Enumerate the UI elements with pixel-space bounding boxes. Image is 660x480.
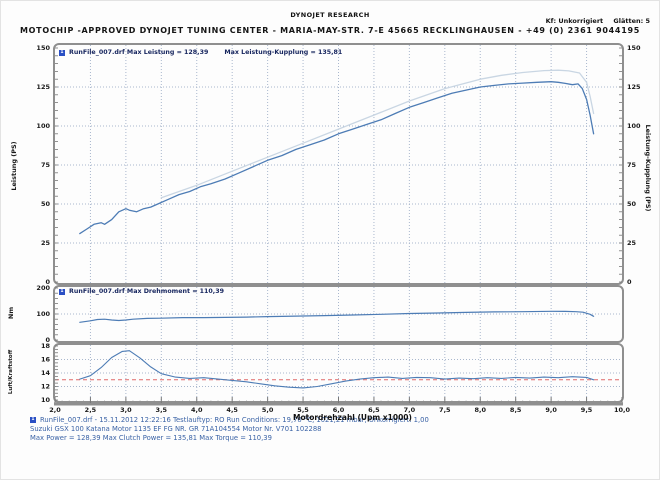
footer-vehicle-info: Suzuki GSX 100 Katana Motor 1135 EF FG N… [30,425,322,433]
svg-text:100: 100 [627,122,641,130]
power-legend-max-power: RunFile_007.drf Max Leistung = 128,39 [69,49,209,56]
air-fuel-ratio-y-ticks: 10 12 14 16 18 [41,342,58,404]
vehicle-info-text: Suzuki GSX 100 Katana Motor 1135 EF FG N… [30,425,322,433]
svg-text:7,5: 7,5 [439,406,451,414]
power-axis-label-right: Leistung-Kupplung (PS) [644,124,652,212]
power-panel-frame [53,43,624,285]
correction-mode-label: Kf: Unkorrigiert [545,17,604,25]
smoothing-label: Glätten: 5 [613,17,650,25]
torque-legend-max-torque: RunFile_007.drf Max Drehmoment = 110,39 [69,288,224,295]
run-marker-icon: 1 [30,417,36,423]
svg-text:9,5: 9,5 [581,406,593,414]
svg-text:200: 200 [36,284,50,292]
torque-y-ticks: 0 100 200 [36,284,58,344]
svg-text:100: 100 [36,122,50,130]
power-axis-label-left: Leistung (PS) [10,141,18,191]
svg-text:75: 75 [41,161,51,169]
max-values-text: Max Power = 128,39 Max Clutch Power = 13… [30,434,272,442]
svg-text:25: 25 [41,239,51,247]
svg-text:10,0: 10,0 [614,406,631,414]
footer-max-values: Max Power = 128,39 Max Clutch Power = 13… [30,434,272,442]
svg-text:150: 150 [36,44,50,52]
svg-text:125: 125 [36,83,50,91]
svg-text:10: 10 [41,396,51,404]
power-y-ticks: 0 0 25 25 50 50 75 75 100 100 125 125 150 150 [36,44,641,286]
footer-run-info: 1 RunFile_007.drf - 15.11.2012 12:22:16 … [30,416,429,424]
air-fuel-axis-label: Luft/Kraftstoff [8,349,14,395]
svg-text:5,5: 5,5 [297,406,309,414]
svg-text:8,5: 8,5 [510,406,522,414]
header-address: MOTOCHIP -APPROVED DYNOJET TUNING CENTER… [20,26,640,35]
svg-text:125: 125 [627,83,641,91]
power-curve-leistung-ps- [79,81,595,235]
air-fuel-ratio-grid [55,345,622,401]
svg-text:50: 50 [41,200,51,208]
svg-text:75: 75 [627,161,637,169]
power-chart-legend: 1 RunFile_007.drf Max Leistung = 128,39 … [59,49,342,56]
header-brand: DYNOJET RESEARCH [290,11,370,19]
svg-text:2,0: 2,0 [49,406,61,414]
svg-text:8,0: 8,0 [474,406,486,414]
power-legend-max-clutch-power: Max Leistung-Kupplung = 135,81 [224,49,343,56]
torque-grid [55,287,622,341]
run-info-text: RunFile_007.drf - 15.11.2012 12:22:16 Te… [40,416,429,424]
torque-axis-label: Nm [7,306,15,320]
svg-text:12: 12 [41,383,50,391]
x-axis-title: Motordrehzahl (Upm x1000) [293,413,412,422]
header-settings: Kf: Unkorrigiert Glätten: 5 [538,17,650,25]
svg-text:4,5: 4,5 [226,406,238,414]
svg-text:3,0: 3,0 [120,406,132,414]
run-marker-icon: 1 [59,288,65,295]
torque-chart-legend: 1 RunFile_007.drf Max Drehmoment = 110,3… [59,288,224,295]
svg-text:18: 18 [41,342,51,350]
torque-curve-drehmoment-nm- [79,310,595,323]
svg-text:6,5: 6,5 [368,406,380,414]
svg-text:0: 0 [45,336,50,344]
power-grid [55,45,622,283]
torque-panel-frame [53,285,624,343]
svg-text:3,5: 3,5 [156,406,168,414]
svg-text:16: 16 [41,356,51,364]
svg-text:9,0: 9,0 [545,406,557,414]
run-marker-icon: 1 [59,49,65,56]
svg-text:2,5: 2,5 [85,406,97,414]
svg-text:50: 50 [627,200,637,208]
svg-text:150: 150 [627,44,641,52]
power-curve-leistung-kupplung-ps- [160,69,595,199]
svg-text:100: 100 [36,310,50,318]
svg-text:14: 14 [41,369,51,377]
air-fuel-ratio-curve-luft-kraftstoff [79,350,595,389]
svg-text:7,0: 7,0 [404,406,416,414]
x-axis-band: 2,0 2,5 3,0 3,5 4,0 4,5 5,0 5,5 6,0 6,5 7,0 7,5 8,0 8… [49,397,630,414]
svg-text:25: 25 [627,239,637,247]
svg-text:0: 0 [627,278,632,286]
svg-text:0: 0 [45,278,50,286]
svg-text:5,0: 5,0 [262,406,274,414]
svg-text:6,0: 6,0 [333,406,345,414]
svg-text:4,0: 4,0 [191,406,203,414]
